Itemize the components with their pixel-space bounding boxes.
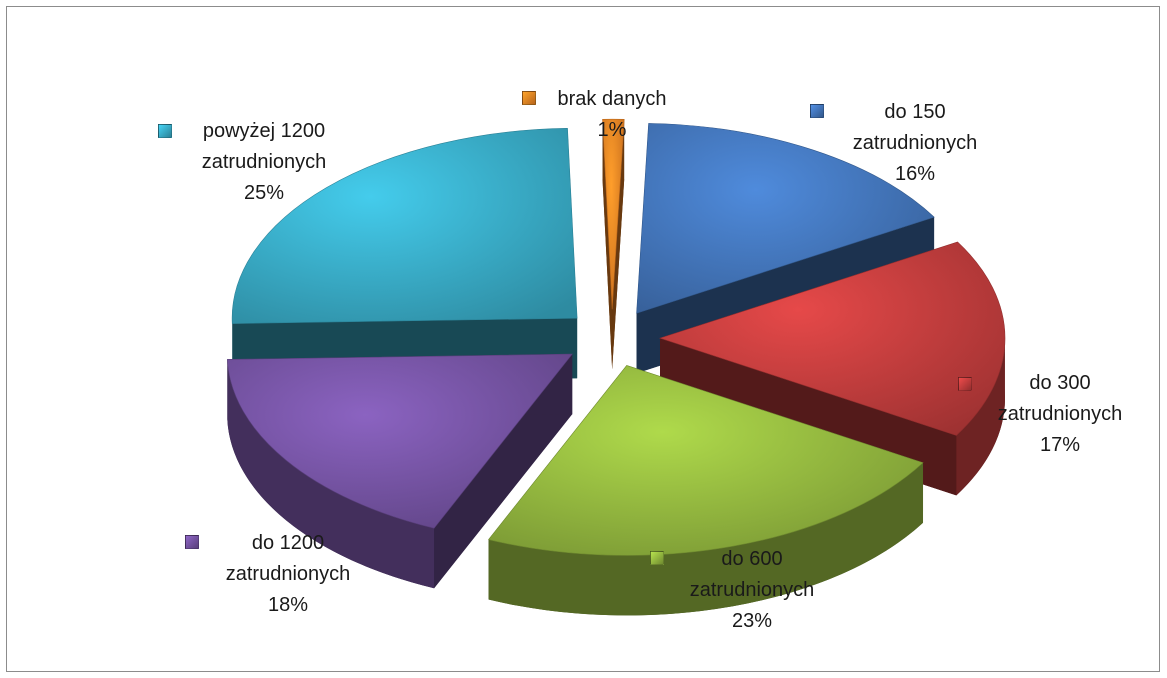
label-swatch-5: [522, 91, 536, 105]
slice-1: [659, 241, 1006, 496]
label-swatch-3: [185, 535, 199, 549]
data-label-text: powyżej 1200: [202, 120, 326, 142]
slice-wall-5-1: [612, 119, 625, 370]
data-label-text: zatrudnionych: [852, 132, 978, 154]
data-label-percent: 18%: [267, 594, 309, 616]
data-label-text: zatrudnionych: [225, 563, 351, 585]
data-label-percent: 16%: [894, 163, 936, 185]
data-label-text: zatrudnionych: [997, 403, 1123, 425]
data-label-text: zatrudnionych: [201, 151, 327, 173]
data-label-text: brak danych: [557, 88, 667, 110]
data-label-text: zatrudnionych: [689, 579, 815, 601]
slice-3: [227, 353, 573, 589]
data-label-percent: 1%: [597, 119, 627, 141]
slice-top-3: [227, 353, 573, 529]
data-label-text: do 300: [1029, 372, 1091, 394]
data-label-0: do 150 zatrudnionych 16%: [853, 97, 978, 190]
data-label-percent: 17%: [1039, 434, 1081, 456]
data-label-percent: 23%: [731, 610, 773, 632]
label-swatch-1: [958, 377, 972, 391]
slice-top-2: [488, 365, 924, 556]
data-label-text: do 150: [884, 101, 946, 123]
slice-side-3: [227, 359, 435, 589]
label-swatch-2: [650, 551, 664, 565]
data-label-1: do 300 zatrudnionych 17%: [998, 368, 1123, 461]
slice-top-0: [636, 123, 935, 314]
slice-2: [488, 365, 924, 616]
slice-5: [602, 118, 625, 370]
slice-top-1: [659, 241, 1006, 436]
data-label-percent: 25%: [243, 182, 285, 204]
slice-side-1: [956, 335, 1005, 496]
data-label-2: do 600 zatrudnionych 23%: [690, 544, 815, 637]
data-label-text: do 600: [721, 548, 783, 570]
slice-side-2: [488, 462, 924, 616]
label-swatch-0: [810, 104, 824, 118]
slice-wall-5-0: [602, 119, 613, 370]
slice-top-4: [231, 127, 578, 324]
data-label-5: brak danych 1%: [558, 84, 667, 146]
data-label-text: do 1200: [251, 532, 325, 554]
label-swatch-4: [158, 124, 172, 138]
slice-top-5: [602, 118, 625, 310]
data-label-4: powyżej 1200 zatrudnionych 25%: [202, 116, 327, 209]
data-label-3: do 1200 zatrudnionych 18%: [226, 528, 351, 621]
